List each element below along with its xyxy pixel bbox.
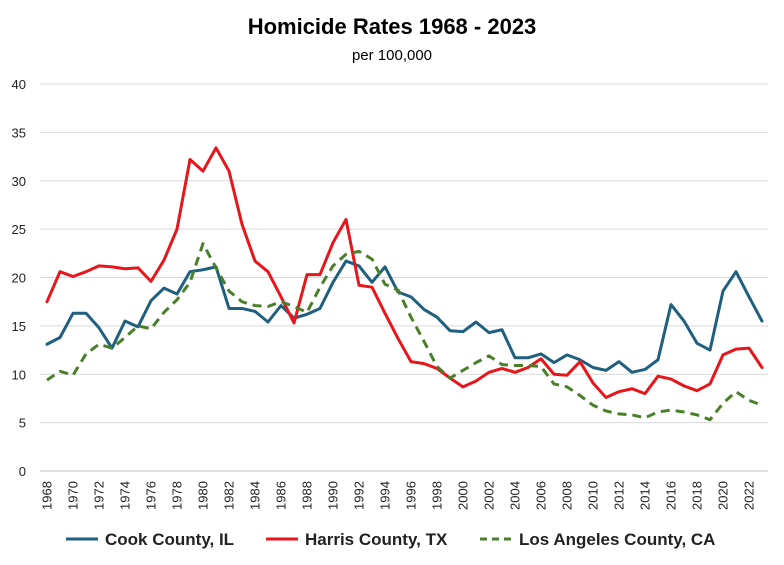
x-tick-label: 2012 <box>612 481 627 510</box>
chart-subtitle: per 100,000 <box>352 47 432 64</box>
x-tick-label: 2022 <box>742 481 757 510</box>
x-tick-label: 2002 <box>482 481 497 510</box>
x-tick-label: 2018 <box>690 481 705 510</box>
x-tick-label: 1976 <box>144 481 159 510</box>
legend-label: Harris County, TX <box>305 530 448 549</box>
legend-item-harris-county-tx: Harris County, TX <box>266 530 448 549</box>
x-tick-label: 1970 <box>66 481 81 510</box>
x-tick-label: 1982 <box>222 481 237 510</box>
x-tick-label: 1974 <box>118 481 133 510</box>
x-tick-label: 1968 <box>40 481 55 510</box>
chart-title: Homicide Rates 1968 - 2023 <box>248 14 537 39</box>
x-tick-label: 1972 <box>92 481 107 510</box>
y-tick-label: 0 <box>19 464 26 479</box>
legend: Cook County, IL Harris County, TX Los Ange… <box>66 530 715 549</box>
y-tick-label: 10 <box>12 367 26 382</box>
x-tick-label: 2014 <box>638 481 653 510</box>
x-tick-label: 1984 <box>248 481 263 510</box>
x-tick-label: 1986 <box>274 481 289 510</box>
x-axis-ticks: 1968 1970 1972 1974 1976 1978 1980 1982 1984 1986… <box>40 481 757 510</box>
x-tick-label: 2020 <box>716 481 731 510</box>
x-tick-label: 2006 <box>534 481 549 510</box>
x-tick-label: 2008 <box>560 481 575 510</box>
legend-item-cook-county-il: Cook County, IL <box>66 530 234 549</box>
x-tick-label: 1978 <box>170 481 185 510</box>
series-line-cook-county-il <box>45 259 764 374</box>
legend-item-los-angeles-county-ca: Los Angeles County, CA <box>480 530 715 549</box>
x-tick-label: 1990 <box>326 481 341 510</box>
y-tick-label: 25 <box>12 222 26 237</box>
y-axis-ticks: 0 5 10 15 20 25 30 35 40 <box>12 77 26 479</box>
series-lines <box>45 146 764 422</box>
x-tick-label: 2010 <box>586 481 601 510</box>
y-tick-label: 5 <box>19 416 26 431</box>
x-tick-label: 2000 <box>456 481 471 510</box>
x-tick-label: 1996 <box>404 481 419 510</box>
y-tick-label: 15 <box>12 319 26 334</box>
y-tick-label: 30 <box>12 174 26 189</box>
series-line-harris-county-tx <box>45 146 764 399</box>
legend-label: Los Angeles County, CA <box>519 530 715 549</box>
x-tick-label: 1992 <box>352 481 367 510</box>
y-tick-label: 20 <box>12 271 26 286</box>
x-tick-label: 1994 <box>378 481 393 510</box>
gridlines <box>40 83 768 472</box>
x-tick-label: 2016 <box>664 481 679 510</box>
x-tick-label: 2004 <box>508 481 523 510</box>
y-tick-label: 35 <box>12 125 26 140</box>
legend-label: Cook County, IL <box>105 530 234 549</box>
x-tick-label: 1980 <box>196 481 211 510</box>
x-tick-label: 1988 <box>300 481 315 510</box>
y-tick-label: 40 <box>12 77 26 92</box>
series-line-los-angeles-county-ca <box>46 242 763 422</box>
x-tick-label: 1998 <box>430 481 445 510</box>
